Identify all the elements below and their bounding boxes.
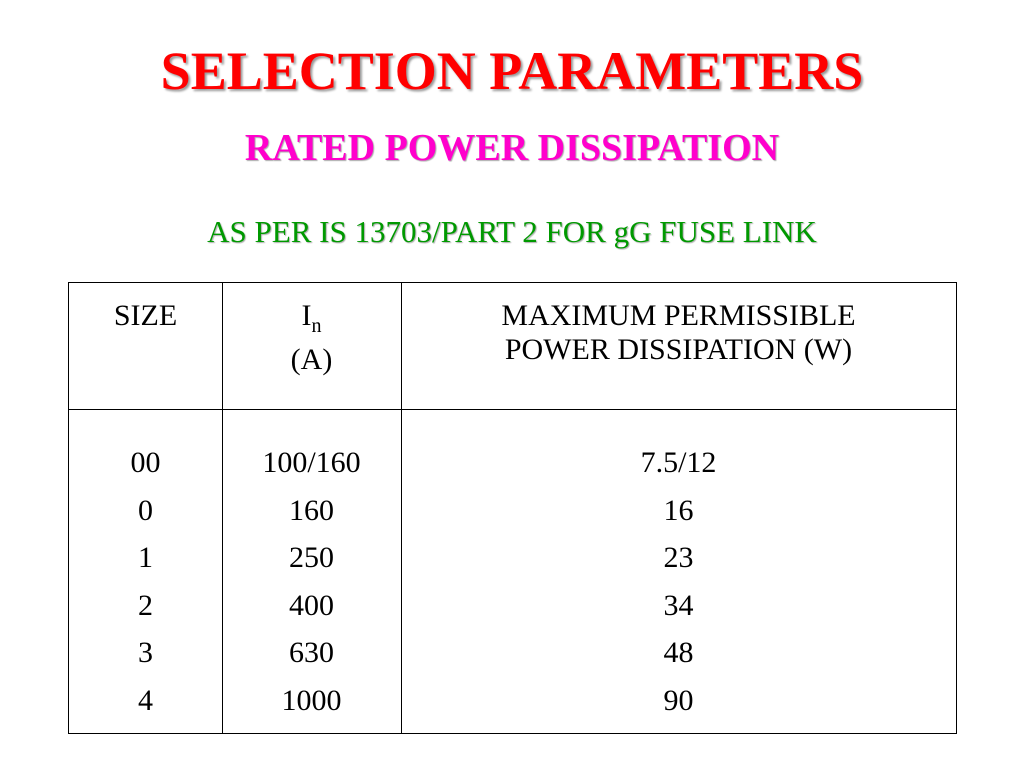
- header-cell: MAXIMUM PERMISSIBLE POWER DISSIPATION (W): [401, 299, 956, 367]
- cell: 90: [663, 683, 694, 717]
- cell: 3: [138, 636, 153, 669]
- header-text: I: [301, 299, 312, 332]
- cell: 100/160: [262, 446, 361, 479]
- header-subscript: n: [311, 315, 322, 337]
- cell: 630: [289, 636, 334, 669]
- cell: 1: [138, 541, 153, 574]
- cell: 4: [138, 683, 153, 717]
- cell: 160: [289, 493, 334, 527]
- header-cell: SIZE: [69, 299, 222, 333]
- cell: 23: [663, 541, 694, 574]
- header-text: MAXIMUM PERMISSIBLE: [501, 299, 856, 332]
- cell: 16: [663, 493, 694, 527]
- column: 00 0 1 2 3 4: [69, 439, 222, 724]
- cell: 00: [130, 446, 161, 479]
- column: 100/160 160 250 400 630 1000: [222, 439, 401, 724]
- column: 7.5/12 16 23 34 48 90: [401, 439, 956, 724]
- column-divider: [401, 283, 402, 733]
- header-divider: [69, 409, 956, 410]
- subtitle: RATED POWER DISSIPATION: [244, 127, 780, 169]
- cell: 34: [663, 588, 694, 622]
- cell: 48: [663, 636, 694, 669]
- cell: 250: [289, 541, 334, 574]
- header-text: POWER DISSIPATION (W): [504, 333, 853, 366]
- title: SELECTION PARAMETERS: [160, 41, 864, 101]
- column-divider: [222, 283, 223, 733]
- cell: 2: [138, 588, 153, 622]
- table: SIZE In (A) MAXIMUM PERMISSIBLE POWER DISS…: [68, 282, 957, 734]
- header-cell: In (A): [222, 299, 401, 377]
- cell: 400: [289, 588, 334, 622]
- cell: 7.5/12: [640, 446, 717, 479]
- header-text: SIZE: [113, 299, 178, 332]
- header-unit: (A): [290, 343, 333, 376]
- note: AS PER IS 13703/PART 2 FOR gG FUSE LINK: [207, 214, 817, 249]
- cell: 0: [138, 493, 153, 527]
- cell: 1000: [281, 683, 342, 717]
